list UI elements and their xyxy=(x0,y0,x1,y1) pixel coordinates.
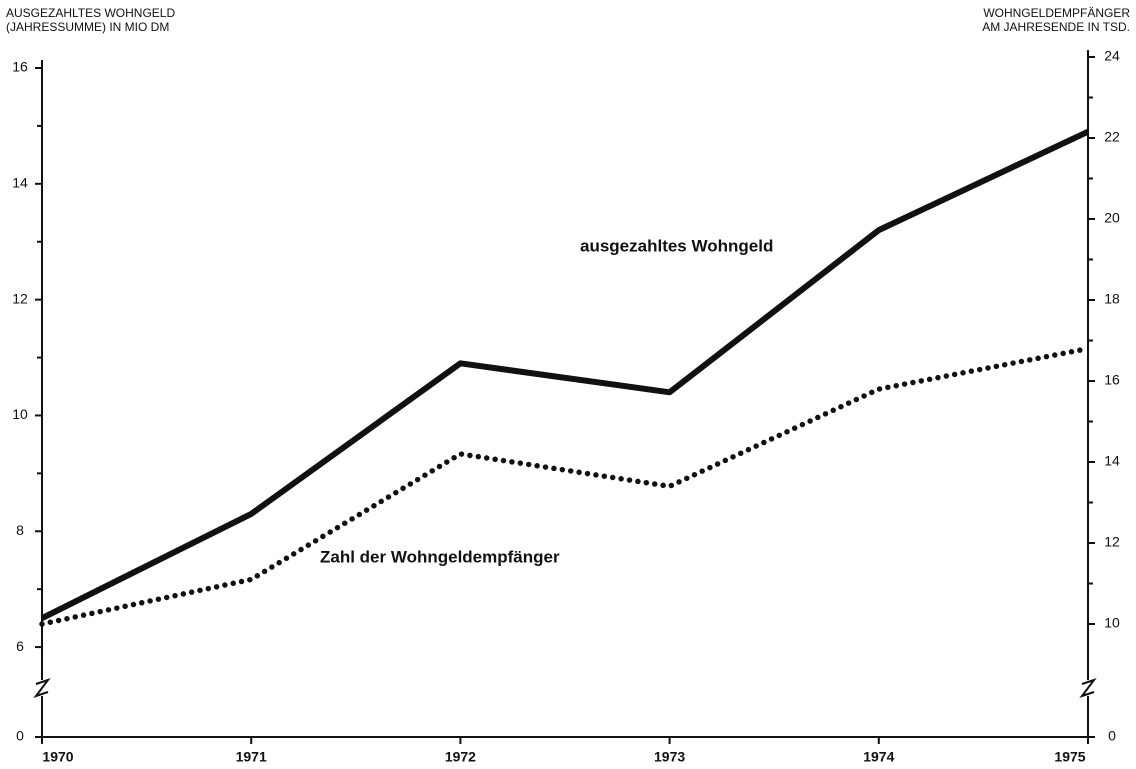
y-axis-title: AUSGEZAHLTES WOHNGELD xyxy=(6,6,175,20)
x-tick-label: 1974 xyxy=(863,749,894,765)
tick-label: 22 xyxy=(1104,129,1120,145)
series-label: Zahl der Wohngeldempfänger xyxy=(320,547,560,566)
tick-label: 6 xyxy=(16,638,24,654)
tick-label: 20 xyxy=(1104,210,1120,226)
x-tick-label: 1975 xyxy=(1054,749,1085,765)
series-label: ausgezahltes Wohngeld xyxy=(580,236,773,255)
series-line xyxy=(40,128,1090,621)
y2-axis xyxy=(1079,50,1097,737)
tick-label: 0 xyxy=(16,728,24,744)
tick-label: 0 xyxy=(1108,728,1116,744)
x-tick-label: 1971 xyxy=(236,749,267,765)
tick-label: 10 xyxy=(1104,615,1120,631)
x-tick-label: 1973 xyxy=(654,749,685,765)
y-axis-title: (JAHRESSUMME) IN MIO DM xyxy=(6,20,169,34)
tick-label: 18 xyxy=(1104,291,1120,307)
tick-label: 16 xyxy=(12,59,28,75)
y-axis xyxy=(33,60,51,737)
tick-label: 16 xyxy=(1104,372,1120,388)
tick-label: 14 xyxy=(1104,453,1120,469)
x-tick-label: 1972 xyxy=(445,749,476,765)
tick-label: 24 xyxy=(1104,48,1120,64)
tick-label: 10 xyxy=(12,406,28,422)
y2-axis-title: WOHNGELDEMPFÄNGER xyxy=(983,6,1130,20)
tick-label: 12 xyxy=(1104,534,1120,550)
tick-label: 12 xyxy=(12,290,28,306)
tick-label: 8 xyxy=(16,522,24,538)
y2-axis-title: AM JAHRESENDE IN TSD. xyxy=(982,20,1130,34)
x-tick-label: 1970 xyxy=(42,749,73,765)
series-line xyxy=(39,345,1091,627)
tick-label: 14 xyxy=(12,175,28,191)
